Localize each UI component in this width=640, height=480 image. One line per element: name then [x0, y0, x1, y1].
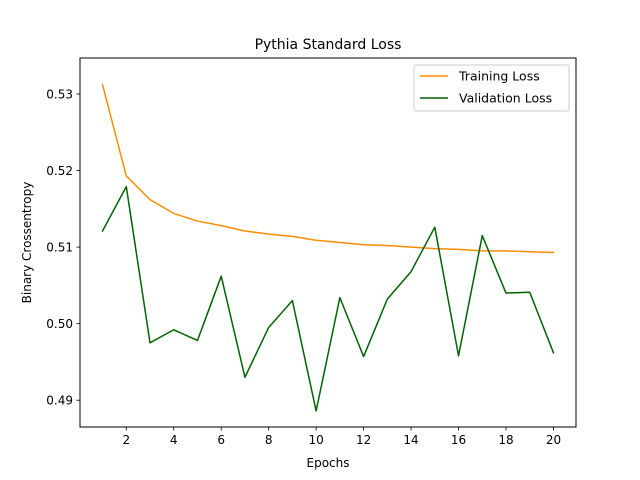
- x-tick-label: 2: [122, 433, 130, 447]
- y-tick-label: 0.49: [46, 394, 73, 408]
- legend-label-training: Training Loss: [458, 69, 540, 84]
- x-tick-label: 20: [546, 433, 561, 447]
- y-axis-label: Binary Crossentropy: [20, 182, 34, 304]
- y-tick-label: 0.51: [46, 241, 73, 255]
- y-tick-label: 0.50: [46, 317, 73, 331]
- x-axis-label: Epochs: [307, 456, 350, 470]
- series-layer: [101, 83, 555, 412]
- x-tick-label: 4: [170, 433, 178, 447]
- validation-loss-line: [101, 185, 555, 412]
- x-tick-label: 18: [498, 433, 513, 447]
- y-tick-label: 0.52: [46, 164, 73, 178]
- x-tick-label: 16: [451, 433, 466, 447]
- legend: Training Loss Validation Loss: [413, 64, 570, 112]
- legend-label-validation: Validation Loss: [459, 91, 552, 106]
- x-tick-label: 12: [356, 433, 371, 447]
- x-axis: 2 4 6 8 10 12 14 16 18 20: [122, 427, 561, 447]
- legend-frame: [413, 64, 570, 112]
- x-tick-label: 6: [217, 433, 225, 447]
- y-tick-label: 0.53: [46, 87, 73, 101]
- x-tick-label: 10: [308, 433, 323, 447]
- x-tick-label: 14: [403, 433, 418, 447]
- x-tick-label: 8: [265, 433, 273, 447]
- training-loss-line: [101, 83, 555, 254]
- plot-frame: [79, 57, 577, 428]
- y-axis: 0.49 0.50 0.51 0.52 0.53: [46, 87, 80, 408]
- chart-title: Pythia Standard Loss: [255, 37, 402, 53]
